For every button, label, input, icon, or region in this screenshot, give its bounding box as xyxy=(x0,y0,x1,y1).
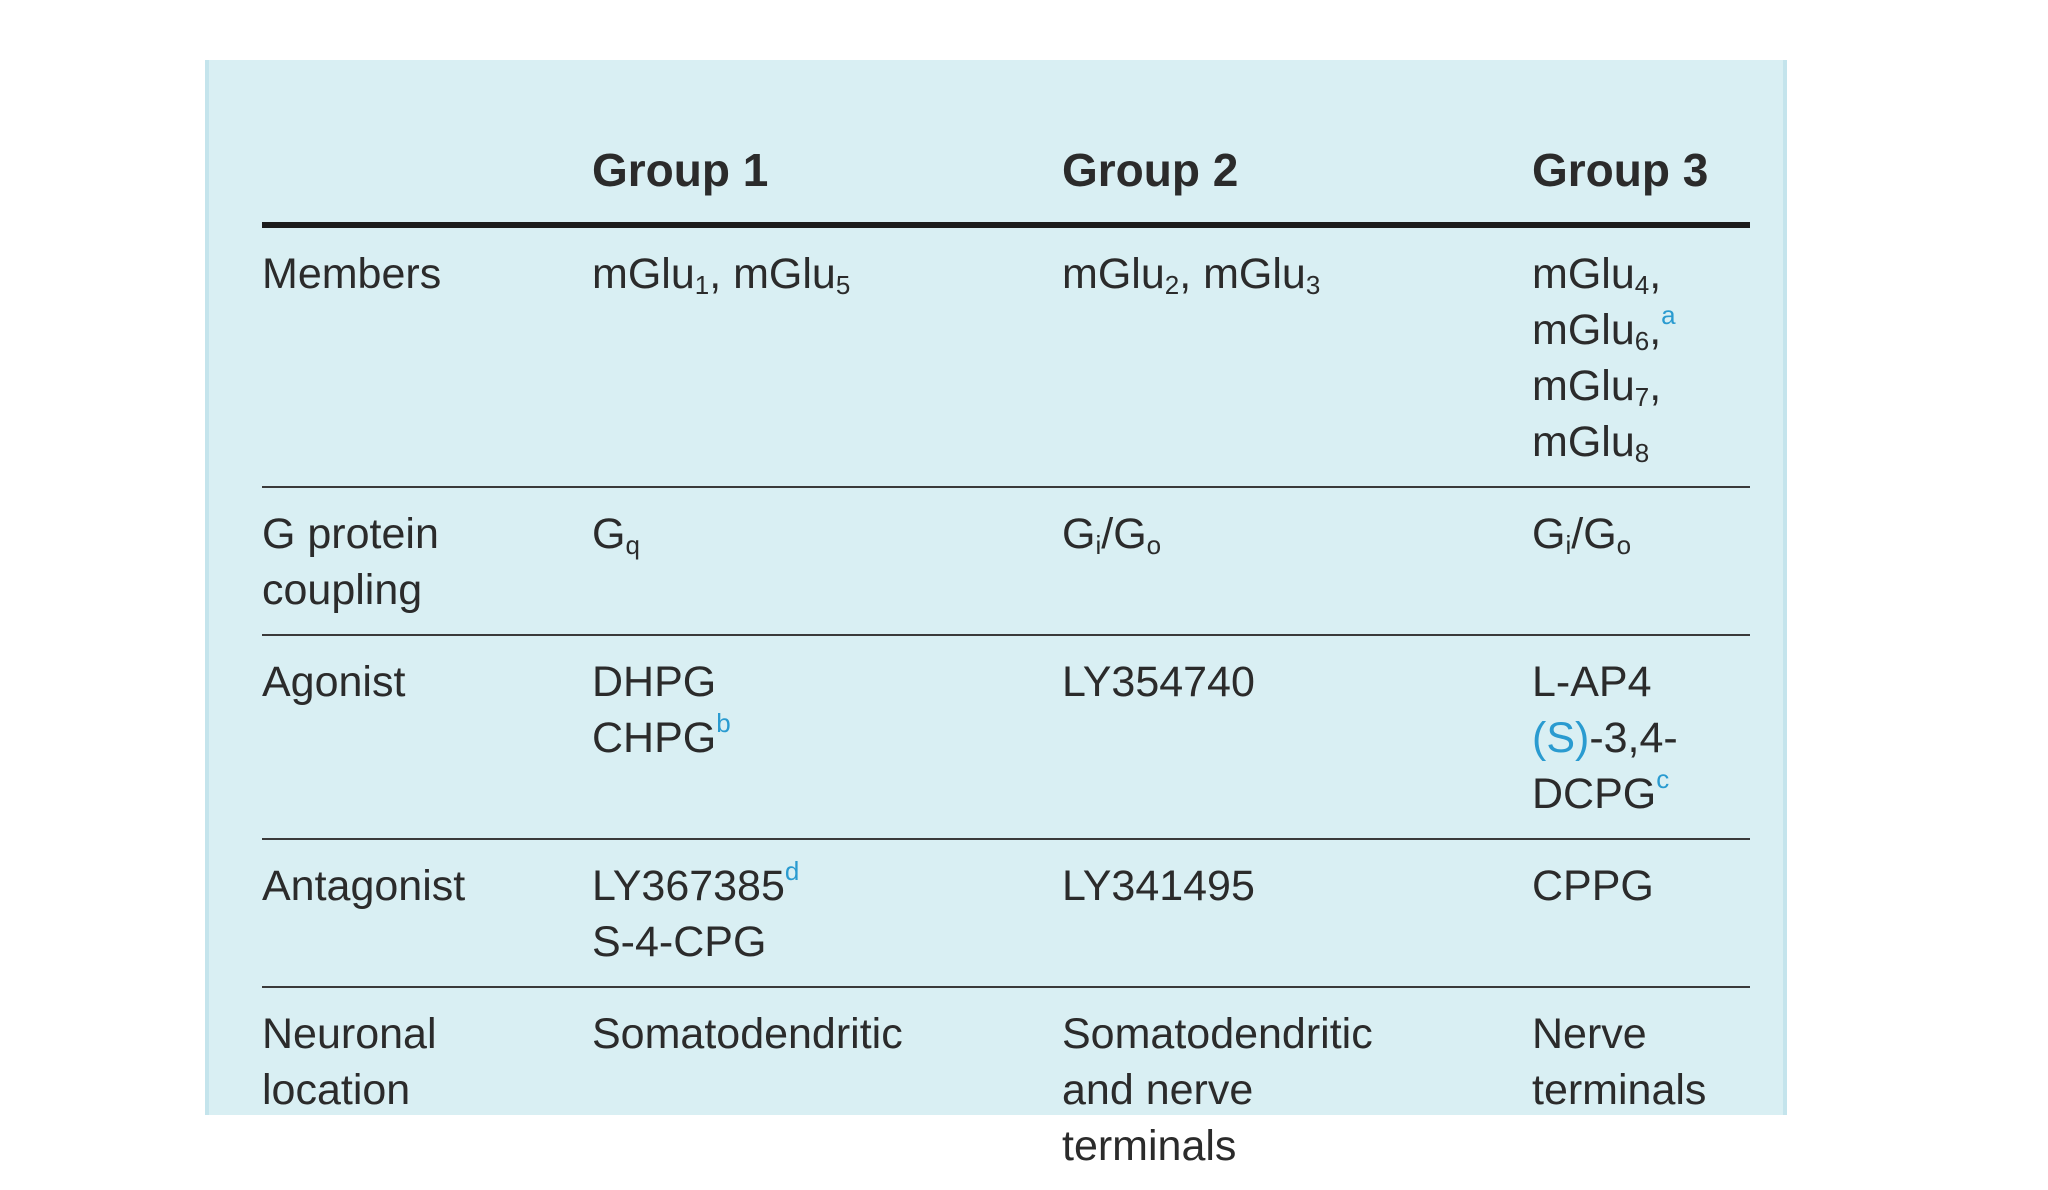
g-protein-group-1: Gq xyxy=(592,487,1062,636)
row-label-antagonist: Antagonist xyxy=(262,839,592,988)
members-group-3-line-1: mGlu4, xyxy=(1532,250,1662,300)
footnote-a[interactable]: a xyxy=(1661,300,1676,330)
location-group-3: Nerve terminals xyxy=(1532,1010,1707,1114)
header-group-3: Group 3 xyxy=(1532,80,1750,228)
table-row-members: Members mGlu1, mGlu5 mGlu2, mGlu3 mGlu4,… xyxy=(262,225,1750,488)
row-label-g-protein: G protein coupling xyxy=(262,487,592,636)
antagonist-group-3: CPPG xyxy=(1532,839,1750,988)
members-group-3-line-3: mGlu7, xyxy=(1532,362,1662,412)
row-label-agonist: Agonist xyxy=(262,635,592,840)
header-empty xyxy=(262,80,592,228)
table-panel: Group 1 Group 2 Group 3 Members mGlu1, m… xyxy=(205,60,1787,1170)
table-row-antagonist: Antagonist LY367385d S-4-CPG LY341495 CP… xyxy=(262,839,1750,988)
agonist-s-prefix: (S)-3,4- xyxy=(1532,714,1678,762)
members-group-3-line-4: mGlu8 xyxy=(1532,418,1650,468)
location-group-1: Somatodendritic xyxy=(592,1010,903,1058)
members-group-2: mGlu2, mGlu3 xyxy=(1062,225,1532,488)
antagonist-group-2: LY341495 xyxy=(1062,839,1532,988)
footnote-d[interactable]: d xyxy=(784,856,800,886)
header-group-2: Group 2 xyxy=(1062,80,1532,228)
members-group-1: mGlu1, mGlu5 xyxy=(592,225,1062,488)
table-row-location: Neuronal location Somatodendritic Somato… xyxy=(262,987,1750,1190)
row-label-location: Neuronal location xyxy=(262,1010,437,1114)
agonist-group-2: LY354740 xyxy=(1062,635,1532,840)
agonist-group-3: L-AP4 (S)-3,4- DCPGc xyxy=(1532,635,1750,840)
members-group-3: mGlu4, mGlu6,a mGlu7, mGlu8 xyxy=(1532,225,1750,488)
row-label-members: Members xyxy=(262,225,592,488)
footnote-c[interactable]: c xyxy=(1656,764,1670,794)
members-group-3-line-2: mGlu6,a xyxy=(1532,300,1676,356)
agonist-group-1: DHPG CHPGb xyxy=(592,635,1062,840)
header-row: Group 1 Group 2 Group 3 xyxy=(262,80,1750,228)
g-protein-group-3: Gi/Go xyxy=(1532,487,1750,636)
table-row-g-protein: G protein coupling Gq Gi/Go Gi/Go xyxy=(262,487,1750,636)
location-group-2: Somatodendritic and nerve terminals xyxy=(1062,1010,1373,1170)
antagonist-group-1: LY367385d S-4-CPG xyxy=(592,839,1062,988)
header-group-1: Group 1 xyxy=(592,80,1062,228)
g-protein-group-2: Gi/Go xyxy=(1062,487,1532,636)
table-row-agonist: Agonist DHPG CHPGb LY354740 L-AP4 (S)-3,… xyxy=(262,635,1750,840)
receptor-groups-table: Group 1 Group 2 Group 3 Members mGlu1, m… xyxy=(262,80,1750,1190)
footnote-b[interactable]: b xyxy=(716,708,731,738)
